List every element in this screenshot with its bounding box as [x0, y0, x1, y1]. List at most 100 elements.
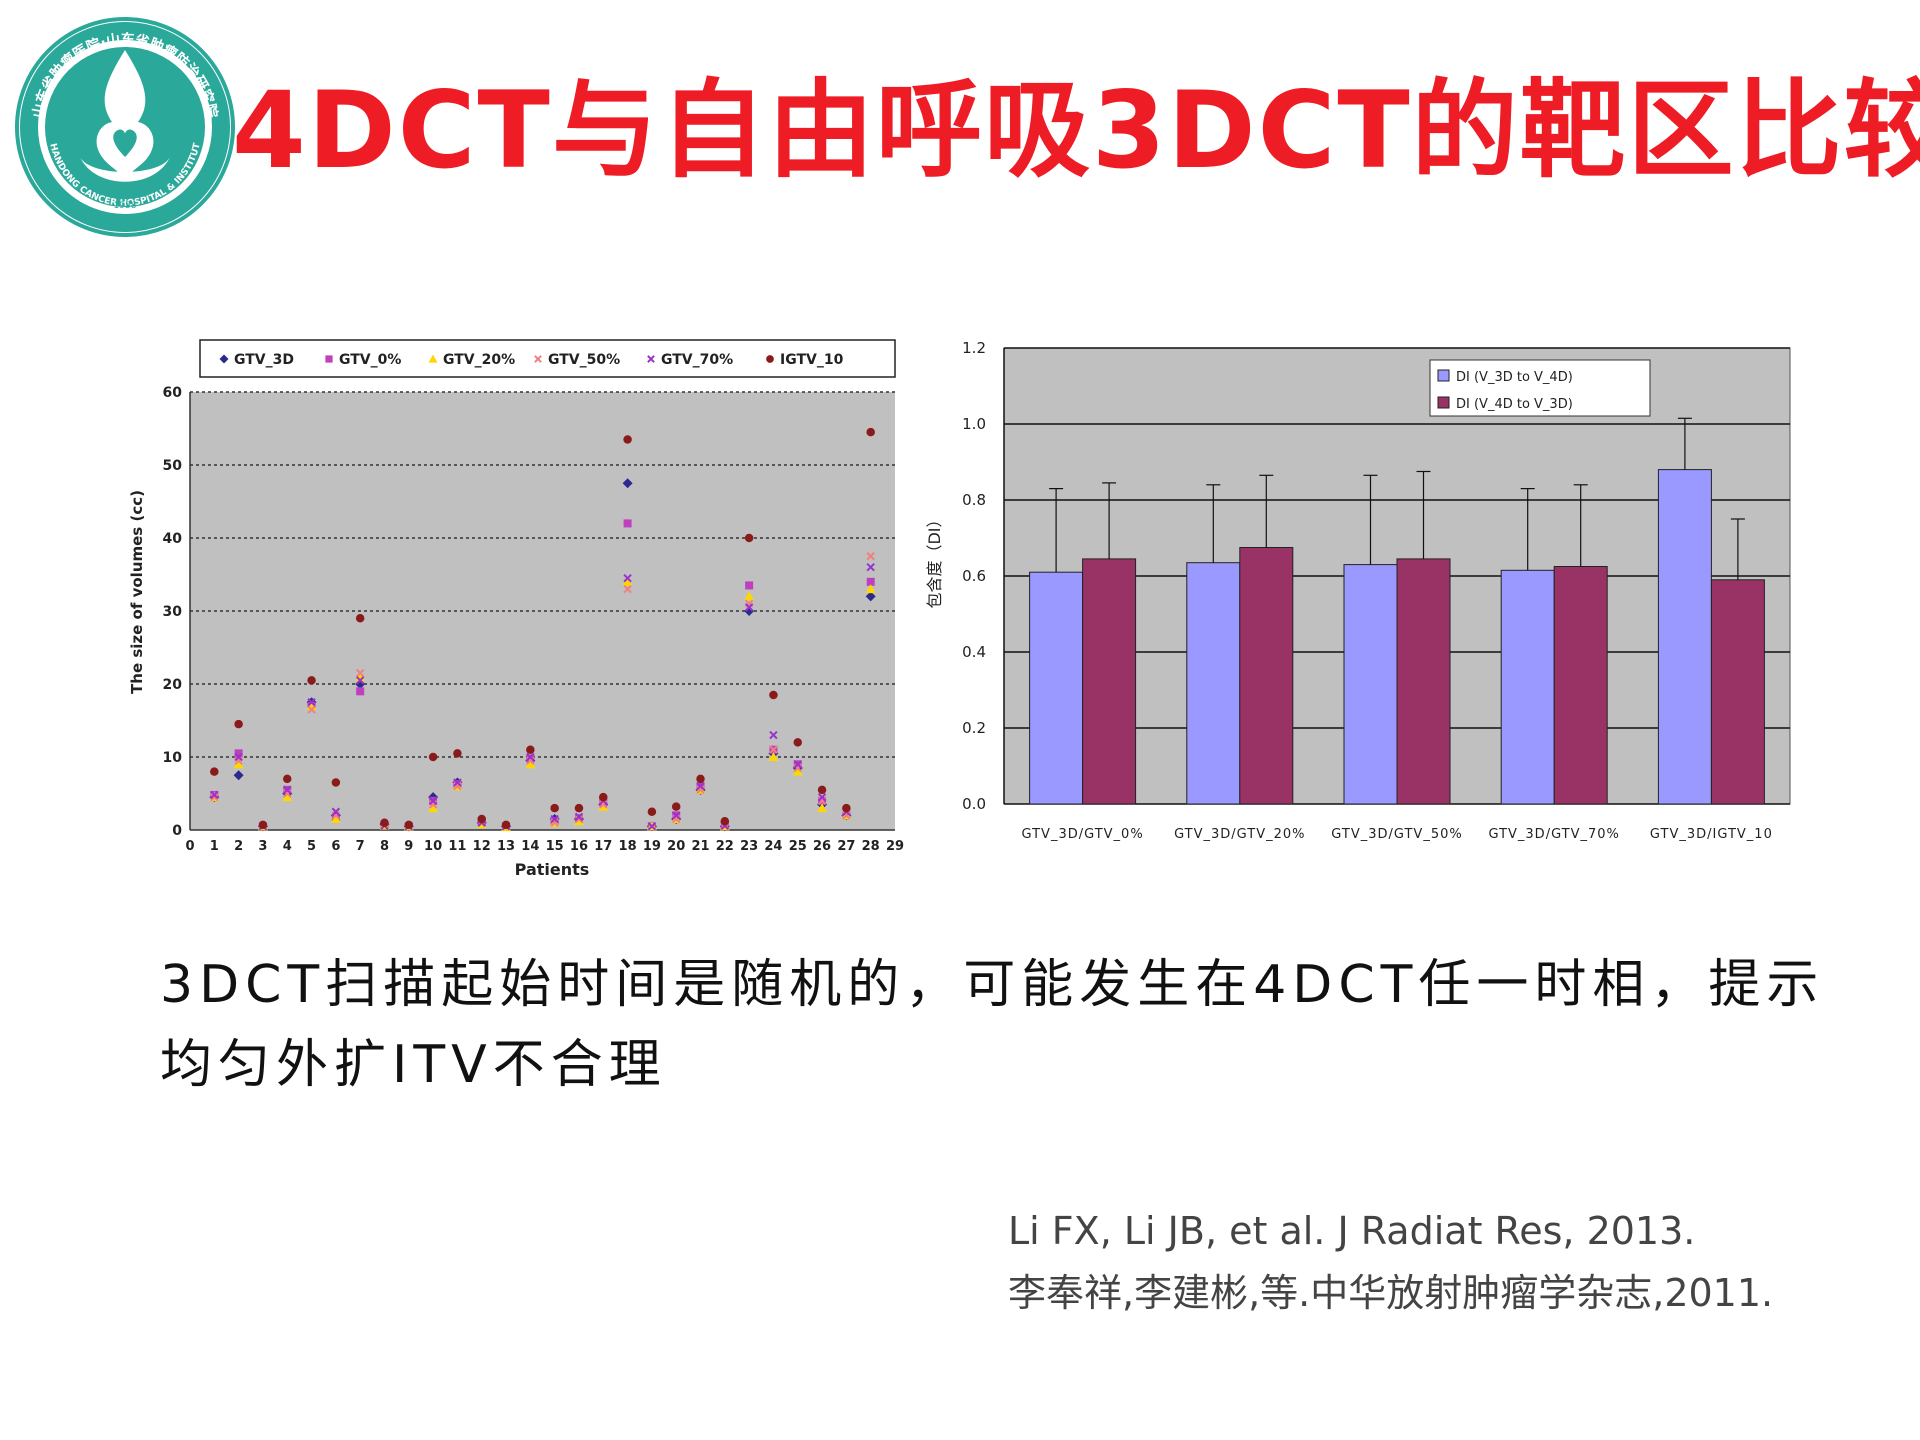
- scatter-x-tick-label: 13: [497, 839, 515, 854]
- scatter-point: [234, 749, 243, 758]
- scatter-point: [768, 752, 779, 761]
- bar-y-tick-label: 0.0: [962, 795, 986, 813]
- scatter-point: [233, 759, 244, 769]
- scatter-point: [526, 754, 535, 763]
- slide-title: 4DCT与自由呼吸3DCT的靶区比较: [232, 69, 1920, 192]
- scatter-x-tick-label: 19: [643, 839, 661, 854]
- bar-y-tick-label: 0.6: [962, 567, 986, 585]
- scatter-point: [793, 738, 803, 747]
- scatter-y-tick-label: 60: [163, 385, 183, 401]
- logo-flame-icon: [96, 50, 154, 182]
- scatter-point: [574, 803, 584, 813]
- scatter-legend-label: IGTV_10: [780, 352, 844, 368]
- scatter-point: [477, 814, 486, 824]
- scatter-y-axis-label: The size of volumes (cc): [128, 490, 146, 694]
- bar-x-tick-label: GTV_3D/GTV_70%: [1488, 827, 1619, 842]
- scatter-point: [623, 573, 632, 583]
- scatter-point: [356, 687, 365, 696]
- scatter-point: [671, 802, 681, 811]
- logo-ring: [15, 17, 235, 237]
- scatter-point: [647, 822, 657, 831]
- scatter-legend-label: GTV_70%: [661, 352, 733, 368]
- scatter-legend-label: GTV_20%: [443, 352, 515, 368]
- logo-year: 1958: [114, 201, 137, 211]
- scatter-y-tick-label: 20: [163, 677, 183, 693]
- scatter-x-tick-label: 11: [448, 839, 466, 854]
- scatter-y-tick-label: 10: [163, 750, 183, 766]
- scatter-point: [745, 581, 754, 590]
- scatter-point: [525, 759, 536, 769]
- scatter-point: [623, 584, 632, 594]
- scatter-x-tick-label: 18: [619, 839, 637, 854]
- scatter-x-tick-label: 26: [813, 839, 831, 854]
- logo-hands-icon: [80, 157, 170, 182]
- bar-y-tick-label: 0.4: [962, 643, 986, 661]
- scatter-point: [331, 778, 341, 787]
- scatter-x-tick-label: 17: [594, 839, 612, 854]
- scatter-point: [234, 719, 243, 729]
- scatter-series: [210, 427, 875, 830]
- scatter-point: [865, 591, 876, 602]
- scatter-point: [428, 796, 438, 806]
- bar: [1710, 579, 1765, 805]
- citation-line-1: Li FX, Li JB, et al. J Radiat Res, 2013.: [1008, 1209, 1696, 1253]
- scatter-point: [453, 778, 462, 787]
- scatter-point: [233, 770, 244, 781]
- scatter-point: [501, 820, 511, 830]
- scatter-y-tick-label: 40: [163, 531, 183, 547]
- scatter-chart: GTV_3D GTV_0% GTV_20% GTV_50% GTV_70% IGTV_10…: [128, 339, 904, 879]
- scatter-legend: GTV_3D GTV_0% GTV_20% GTV_50% GTV_70% IGTV_10: [199, 339, 896, 378]
- scatter-point: [866, 552, 875, 561]
- scatter-point: [550, 814, 559, 824]
- scatter-point: [744, 533, 754, 543]
- scatter-point: [574, 814, 584, 824]
- scatter-y-tick-label: 0: [172, 823, 182, 839]
- scatter-x-tick-label: 25: [789, 839, 807, 854]
- scatter-x-tick-label: 23: [740, 839, 758, 854]
- bar: [1657, 469, 1712, 805]
- bar-y-tick-label: 1.2: [962, 339, 986, 357]
- scatter-x-tick-label: 24: [764, 839, 782, 854]
- bar: [1553, 566, 1608, 805]
- scatter-point: [866, 577, 875, 586]
- bar-plot-area: 0.0 0.2 0.4 0.6 0.8 1.0 1.2 GTV_3D/GTV_0% GTV_3D…: [962, 339, 1791, 842]
- bar-legend-label: DI (V_3D to V_4D): [1456, 370, 1573, 385]
- bar: [1186, 562, 1241, 805]
- scatter-point: [574, 812, 584, 822]
- scatter-point: [817, 803, 828, 813]
- scatter-point: [355, 668, 365, 678]
- scatter-point: [428, 803, 439, 813]
- scatter-point: [647, 807, 657, 816]
- bar-legend-label: DI (V_4D to V_3D): [1456, 397, 1573, 412]
- scatter-point: [865, 584, 876, 594]
- scatter-plot-background: [190, 392, 895, 830]
- scatter-point: [428, 752, 438, 762]
- scatter-point: [744, 603, 754, 612]
- bar-x-tick-label: GTV_3D/GTV_0%: [1022, 827, 1144, 842]
- scatter-point: [599, 792, 608, 802]
- bar-x-tick-label: GTV_3D/GTV_20%: [1174, 827, 1305, 842]
- scatter-x-tick-label: 29: [886, 839, 904, 854]
- scatter-point: [534, 355, 542, 363]
- scatter-point: [453, 749, 462, 758]
- scatter-x-tick-label: 12: [473, 839, 491, 854]
- scatter-point: [526, 745, 535, 754]
- scatter-point: [622, 478, 633, 489]
- bar-legend-swatch: [1437, 369, 1450, 382]
- scatter-x-tick-label: 22: [716, 839, 734, 854]
- scatter-point: [793, 760, 802, 769]
- scatter-legend-label: GTV_50%: [548, 352, 620, 368]
- bar-chart: 0.0 0.2 0.4 0.6 0.8 1.0 1.2 GTV_3D/GTV_0% GTV_3D…: [925, 339, 1791, 842]
- scatter-point: [355, 614, 365, 623]
- bar-y-tick-label: 0.2: [962, 719, 986, 737]
- bar-legend-swatch: [1437, 396, 1450, 409]
- scatter-point: [671, 811, 681, 820]
- scatter-x-tick-label: 21: [691, 839, 709, 854]
- scatter-x-tick-label: 0: [185, 839, 194, 854]
- scatter-point: [623, 435, 632, 444]
- scatter-point: [598, 801, 609, 811]
- scatter-x-tick-label: 10: [424, 839, 442, 854]
- scatter-x-tick-label: 8: [380, 839, 389, 854]
- scatter-x-tick-label: 9: [404, 839, 413, 854]
- scatter-point: [769, 745, 778, 754]
